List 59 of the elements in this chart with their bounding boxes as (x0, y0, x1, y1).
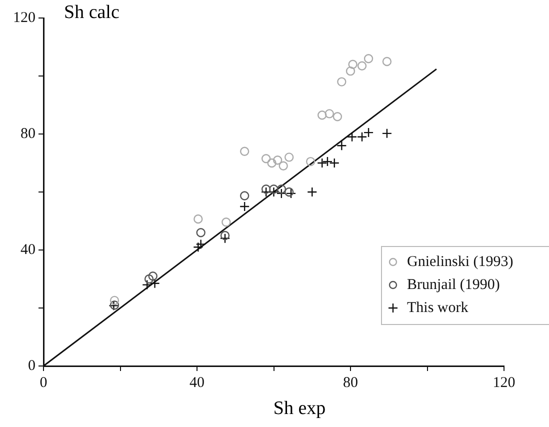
point (364, 54, 374, 64)
point (222, 218, 231, 227)
point (284, 187, 294, 197)
legend-label: Gnielinski (1993) (407, 254, 514, 270)
x-tick-label: 80 (343, 374, 358, 391)
point (148, 272, 158, 281)
point (357, 61, 367, 70)
point (363, 127, 374, 138)
point (382, 128, 392, 139)
point (332, 112, 342, 122)
point (194, 214, 203, 224)
point (196, 239, 206, 250)
point (356, 132, 368, 142)
point (337, 77, 346, 86)
y-axis-title: Sh calc (64, 2, 120, 24)
legend-label: This work (407, 300, 469, 316)
point (261, 184, 271, 194)
point (142, 280, 152, 290)
point (239, 201, 250, 212)
point (322, 156, 333, 167)
point (382, 56, 392, 66)
point (284, 152, 294, 162)
y-tick-label: 40 (20, 242, 36, 258)
point (317, 158, 328, 168)
legend-label: Brunjail (1990) (407, 276, 500, 293)
x-tick-label: 120 (492, 374, 516, 391)
point (348, 60, 358, 69)
point (240, 191, 250, 200)
point (336, 140, 347, 151)
point (324, 109, 334, 118)
point (318, 110, 327, 120)
point (220, 233, 230, 244)
point (346, 66, 356, 76)
x-axis-title: Sh exp (272, 398, 327, 420)
point (110, 296, 120, 306)
point (196, 228, 206, 238)
point (307, 186, 318, 198)
point (220, 230, 230, 240)
point (272, 156, 282, 165)
point (267, 158, 276, 168)
point (261, 154, 271, 164)
point (240, 146, 250, 156)
point (278, 161, 288, 170)
point (193, 242, 204, 252)
point (269, 184, 278, 194)
y-tick-label: 0 (28, 358, 36, 374)
point (286, 188, 296, 199)
point (276, 184, 286, 194)
y-tick-label: 120 (13, 10, 36, 26)
point (276, 188, 287, 199)
point (268, 186, 279, 198)
point (144, 274, 154, 284)
x-tick-label: 0 (40, 374, 48, 391)
point (150, 278, 160, 288)
point (346, 132, 358, 142)
y-tick-label: 80 (20, 126, 36, 142)
point (306, 156, 316, 166)
x-tick-label: 40 (190, 374, 204, 391)
point (329, 158, 340, 168)
